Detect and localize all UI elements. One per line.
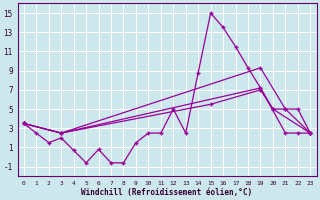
X-axis label: Windchill (Refroidissement éolien,°C): Windchill (Refroidissement éolien,°C) (82, 188, 252, 197)
